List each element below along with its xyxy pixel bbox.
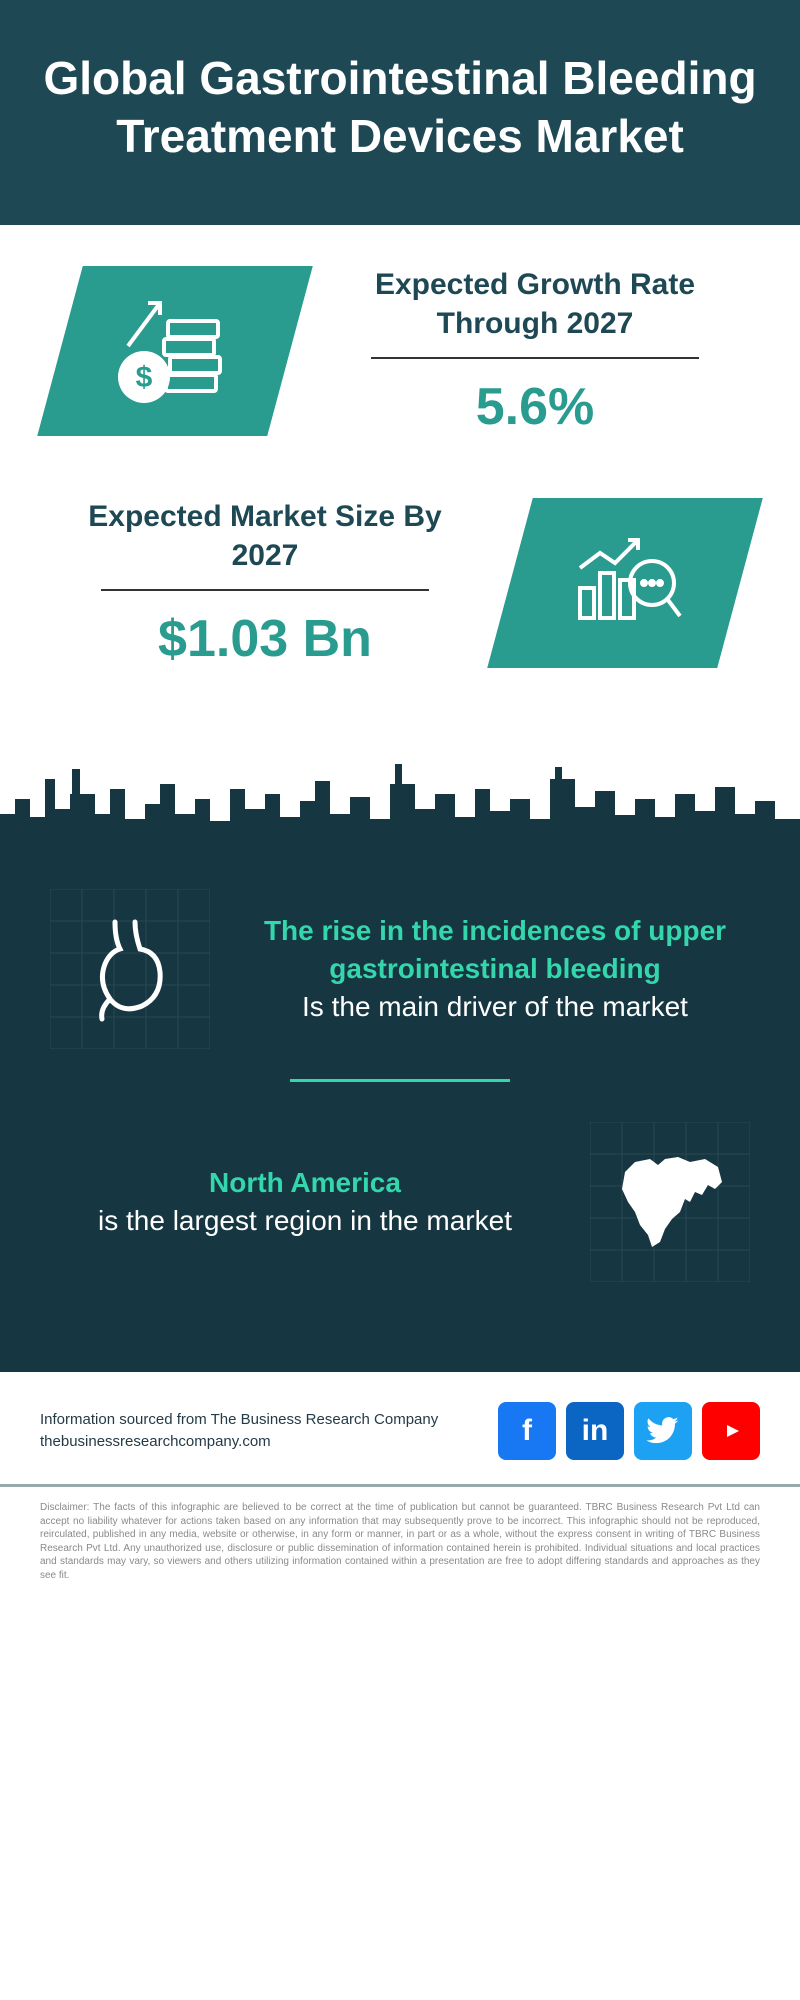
size-value: $1.03 Bn — [60, 609, 470, 669]
skyline-graphic — [0, 759, 800, 849]
page-title: Global Gastrointestinal Bleeding Treatme… — [40, 50, 760, 165]
divider — [101, 589, 429, 591]
footer: Information sourced from The Business Re… — [0, 1372, 800, 1487]
stat-size-text: Expected Market Size By 2027 $1.03 Bn — [60, 497, 470, 669]
stat-growth-text: Expected Growth Rate Through 2027 5.6% — [330, 265, 740, 437]
region-text: North America is the largest region in t… — [50, 1164, 560, 1240]
social-icons: f in — [498, 1402, 760, 1460]
growth-value: 5.6% — [330, 377, 740, 437]
header-banner: Global Gastrointestinal Bleeding Treatme… — [0, 0, 800, 225]
footer-source: Information sourced from The Business Re… — [40, 1409, 438, 1454]
size-label: Expected Market Size By 2027 — [60, 497, 470, 575]
stomach-icon-grid — [50, 889, 210, 1049]
source-line2: thebusinessresearchcompany.com — [40, 1433, 271, 1450]
stats-section: $ Expected Growth Rate Through 2027 5.6% — [0, 225, 800, 759]
region-sub: is the largest region in the market — [98, 1205, 512, 1236]
growth-label: Expected Growth Rate Through 2027 — [330, 265, 740, 343]
driver-sub: Is the main driver of the market — [302, 991, 688, 1022]
driver-row: The rise in the incidences of upper gast… — [50, 889, 750, 1049]
disclaimer-text: Disclaimer: The facts of this infographi… — [0, 1487, 800, 1622]
north-america-icon — [610, 1147, 730, 1257]
growth-coins-icon: $ — [110, 291, 240, 411]
stomach-icon — [80, 914, 180, 1024]
teal-divider — [290, 1079, 510, 1082]
region-highlight: North America — [209, 1167, 401, 1198]
stat-growth-row: $ Expected Growth Rate Through 2027 5.6% — [60, 265, 740, 437]
youtube-icon[interactable] — [702, 1402, 760, 1460]
driver-text: The rise in the incidences of upper gast… — [240, 912, 750, 1025]
analytics-icon — [560, 528, 690, 638]
svg-text:$: $ — [136, 361, 153, 394]
growth-icon-tile: $ — [37, 266, 313, 436]
source-line1: Information sourced from The Business Re… — [40, 1411, 438, 1428]
facebook-icon[interactable]: f — [498, 1402, 556, 1460]
map-icon-grid — [590, 1122, 750, 1282]
stat-size-row: Expected Market Size By 2027 $1.03 Bn — [60, 497, 740, 669]
twitter-icon[interactable] — [634, 1402, 692, 1460]
dark-section: The rise in the incidences of upper gast… — [0, 849, 800, 1372]
region-row: North America is the largest region in t… — [50, 1122, 750, 1282]
divider — [371, 357, 699, 359]
size-icon-tile — [487, 498, 763, 668]
driver-highlight: The rise in the incidences of upper gast… — [264, 915, 726, 984]
linkedin-icon[interactable]: in — [566, 1402, 624, 1460]
